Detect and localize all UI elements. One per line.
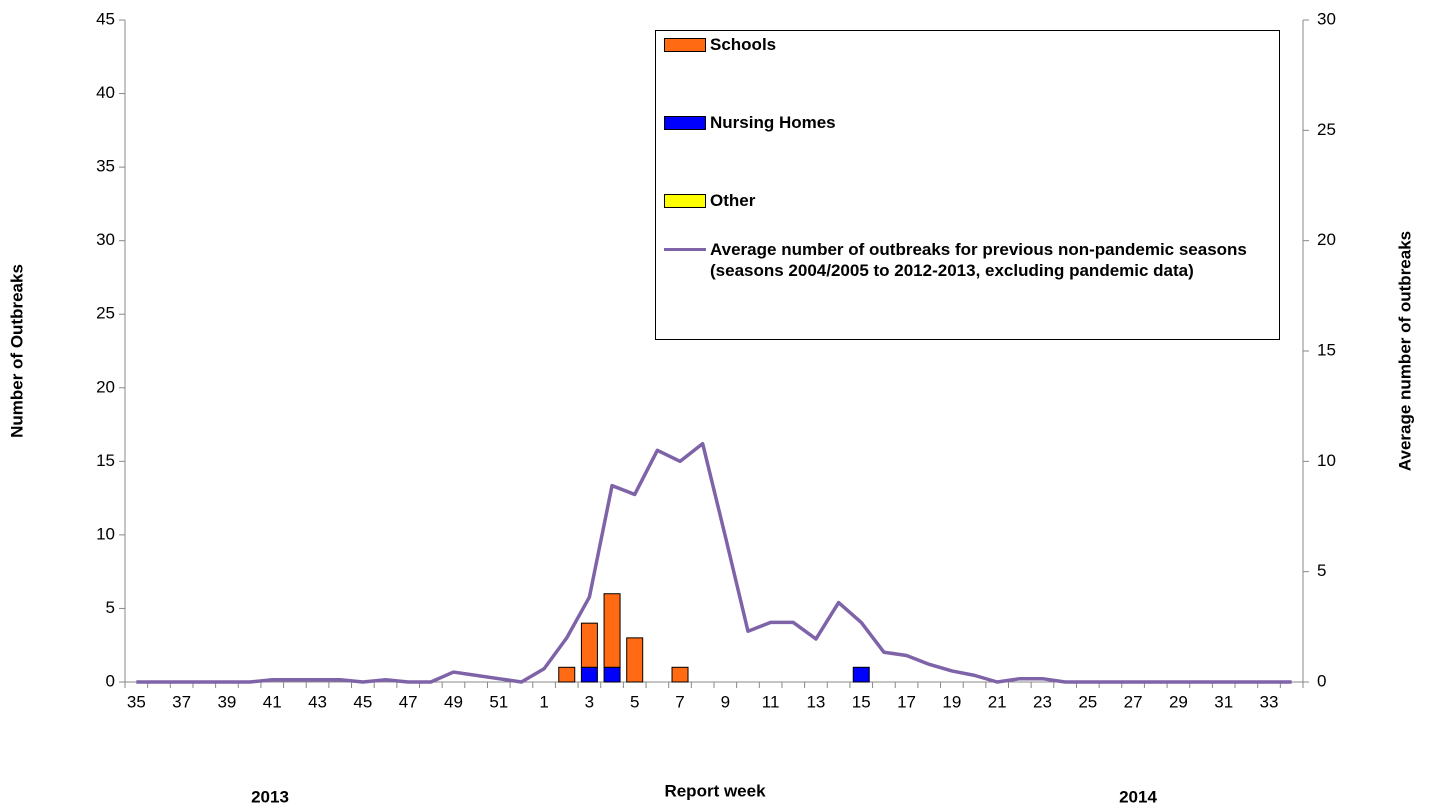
y-tick-label: 5 [106, 598, 115, 617]
year-label: 2013 [251, 787, 289, 806]
bar-segment [558, 666, 576, 683]
y2-tick-label: 5 [1317, 561, 1326, 580]
y-tick-label: 10 [96, 524, 115, 543]
bar-segment [580, 666, 598, 683]
y2-axis-title: Average number of outbreaks [1395, 231, 1414, 471]
y2-tick-label: 30 [1317, 9, 1336, 28]
legend-label: Nursing Homes [710, 113, 836, 132]
x-tick-label: 41 [263, 692, 282, 711]
legend-label: Other [710, 191, 756, 210]
x-tick-label: 7 [675, 692, 684, 711]
x-tick-label: 29 [1169, 692, 1188, 711]
legend-entry: Nursing Homes [664, 112, 1270, 133]
average-line [136, 441, 1292, 684]
x-tick-label: 51 [489, 692, 508, 711]
y-tick-label: 30 [96, 230, 115, 249]
y-tick-label: 40 [96, 83, 115, 102]
legend: Schools Nursing Homes Other Average number … [655, 30, 1280, 340]
y-axis-title: Number of Outbreaks [7, 264, 26, 438]
y2-tick-label: 25 [1317, 120, 1336, 139]
x-tick-label: 27 [1124, 692, 1143, 711]
x-tick-label: 31 [1214, 692, 1233, 711]
legend-label: Average number of outbreaks for previous… [710, 240, 1247, 280]
x-tick-label: 15 [852, 692, 871, 711]
legend-swatch [664, 38, 706, 52]
x-tick-label: 13 [806, 692, 825, 711]
legend-entry: Average number of outbreaks for previous… [664, 239, 1270, 281]
x-tick-label: 23 [1033, 692, 1052, 711]
x-tick-label: 49 [444, 692, 463, 711]
bar-segment [852, 666, 870, 683]
legend-entry: Other [664, 190, 1270, 211]
x-tick-label: 25 [1078, 692, 1097, 711]
year-label: 2014 [1119, 787, 1157, 806]
y-tick-label: 15 [96, 451, 115, 470]
y-tick-label: 0 [106, 671, 115, 690]
x-tick-label: 35 [127, 692, 146, 711]
legend-swatch [664, 194, 706, 208]
x-axis-title: Report week [664, 781, 766, 800]
y2-tick-label: 10 [1317, 451, 1336, 470]
x-tick-label: 45 [353, 692, 372, 711]
x-tick-label: 5 [630, 692, 639, 711]
y-tick-label: 20 [96, 377, 115, 396]
x-tick-label: 3 [585, 692, 594, 711]
x-tick-label: 47 [399, 692, 418, 711]
x-tick-label: 33 [1260, 692, 1279, 711]
x-tick-label: 19 [942, 692, 961, 711]
bar-segment [603, 593, 621, 668]
x-tick-label: 21 [988, 692, 1007, 711]
x-tick-label: 43 [308, 692, 327, 711]
x-tick-label: 37 [172, 692, 191, 711]
x-tick-label: 9 [721, 692, 730, 711]
bar-segment [671, 666, 689, 683]
legend-label: Schools [710, 35, 777, 54]
bar-segment [580, 622, 598, 668]
y-tick-label: 45 [96, 9, 115, 28]
legend-swatch [664, 116, 706, 130]
bar-segment [603, 666, 621, 683]
x-tick-label: 17 [897, 692, 916, 711]
y2-tick-label: 20 [1317, 230, 1336, 249]
legend-swatch [664, 248, 706, 251]
legend-entry: Schools [664, 34, 1270, 55]
x-tick-label: 39 [217, 692, 236, 711]
bar-segment [626, 637, 644, 683]
x-tick-label: 11 [762, 692, 780, 711]
y2-tick-label: 15 [1317, 340, 1336, 359]
y2-tick-label: 0 [1317, 671, 1326, 690]
y-tick-label: 25 [96, 304, 115, 323]
x-tick-label: 1 [539, 692, 548, 711]
y-tick-label: 35 [96, 157, 115, 176]
